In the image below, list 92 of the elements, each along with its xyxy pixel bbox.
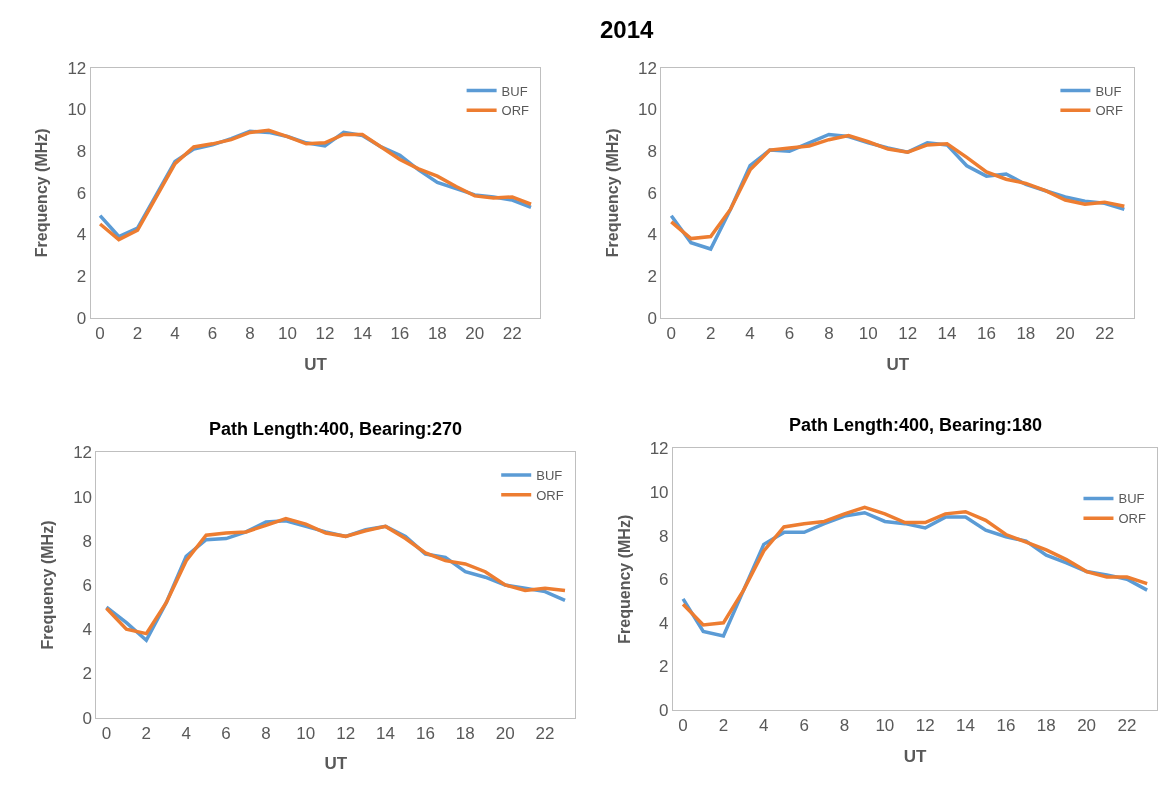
x-tick-label: 20 <box>1077 716 1097 736</box>
x-tick-label: 16 <box>976 324 996 344</box>
y-tick-label: 2 <box>82 664 93 684</box>
x-tick-label: 6 <box>799 716 809 736</box>
x-tick-label: 20 <box>495 724 515 744</box>
y-tick-label: 12 <box>73 443 93 463</box>
y-tick-label: 8 <box>76 142 87 162</box>
legend-label: BUF <box>1095 83 1122 99</box>
chart-title: 2014 <box>600 16 655 43</box>
x-axis-title: UT <box>304 354 328 374</box>
y-axis-title: Frequency (MHz) <box>615 514 633 644</box>
x-tick-label: 10 <box>858 324 878 344</box>
x-tick-label: 14 <box>937 324 957 344</box>
x-tick-label: 6 <box>221 724 231 744</box>
y-tick-label: 6 <box>647 183 658 203</box>
x-tick-label: 14 <box>956 716 976 736</box>
x-tick-label: 4 <box>170 324 180 344</box>
x-tick-label: 20 <box>465 324 485 344</box>
x-tick-label: 14 <box>352 324 372 344</box>
y-tick-label: 0 <box>76 308 87 328</box>
x-tick-label: 0 <box>101 724 112 744</box>
y-tick-label: 8 <box>659 526 669 546</box>
x-tick-label: 18 <box>455 724 475 744</box>
x-tick-label: 16 <box>390 324 410 344</box>
x-tick-label: 6 <box>207 324 218 344</box>
y-tick-label: 10 <box>638 100 658 120</box>
y-tick-label: 8 <box>82 531 93 551</box>
y-tick-label: 12 <box>67 58 87 78</box>
y-tick-label: 6 <box>659 570 669 590</box>
legend-label: ORF <box>536 487 564 503</box>
x-tick-label: 12 <box>336 724 356 744</box>
x-tick-label: 12 <box>898 324 918 344</box>
x-tick-label: 6 <box>784 324 795 344</box>
x-tick-label: 4 <box>745 324 755 344</box>
x-tick-label: 22 <box>535 724 555 744</box>
x-tick-label: 10 <box>296 724 316 744</box>
x-tick-label: 2 <box>718 716 729 736</box>
y-tick-label: 10 <box>649 483 669 503</box>
y-tick-label: 10 <box>67 100 87 120</box>
y-tick-label: 4 <box>82 620 93 640</box>
legend-label: ORF <box>1095 103 1123 119</box>
chart-title: Path Length:400, Bearing:180 <box>789 415 1043 435</box>
x-tick-label: 12 <box>315 324 335 344</box>
x-tick-label: 22 <box>1117 716 1137 736</box>
x-tick-label: 10 <box>277 324 297 344</box>
x-tick-label: 22 <box>502 324 522 344</box>
x-tick-label: 8 <box>261 724 271 744</box>
x-tick-label: 18 <box>1016 324 1036 344</box>
y-tick-label: 6 <box>82 575 93 595</box>
x-tick-label: 12 <box>915 716 935 736</box>
x-tick-label: 2 <box>141 724 152 744</box>
y-axis-title: Frequency (MHz) <box>604 128 622 258</box>
legend-label: ORF <box>501 103 530 119</box>
y-tick-label: 10 <box>73 487 93 507</box>
legend-label: BUF <box>536 468 563 484</box>
y-tick-label: 4 <box>659 613 669 633</box>
y-tick-label: 4 <box>647 225 658 245</box>
x-tick-label: 8 <box>824 324 834 344</box>
x-tick-label: 0 <box>678 716 688 736</box>
x-tick-label: 18 <box>427 324 447 344</box>
x-tick-label: 8 <box>245 324 255 344</box>
y-tick-label: 2 <box>76 267 87 287</box>
x-tick-label: 2 <box>705 324 716 344</box>
y-tick-label: 8 <box>647 142 658 162</box>
x-tick-label: 14 <box>376 724 396 744</box>
x-tick-label: 4 <box>181 724 191 744</box>
y-tick-label: 6 <box>76 183 87 203</box>
x-tick-label: 18 <box>1036 716 1056 736</box>
y-tick-label: 4 <box>76 225 87 245</box>
x-axis-title: UT <box>886 354 910 374</box>
legend-label: BUF <box>501 83 528 99</box>
x-tick-label: 16 <box>415 724 435 744</box>
chart-title: Path Length:400, Bearing:270 <box>209 419 463 439</box>
x-axis-title: UT <box>903 746 928 766</box>
y-tick-label: 12 <box>649 439 669 459</box>
x-tick-label: 16 <box>996 716 1016 736</box>
x-tick-label: 10 <box>875 716 895 736</box>
x-tick-label: 20 <box>1055 324 1075 344</box>
legend-label: BUF <box>1118 491 1145 507</box>
x-tick-label: 2 <box>132 324 143 344</box>
x-tick-label: 4 <box>759 716 769 736</box>
y-tick-label: 0 <box>647 308 658 328</box>
x-tick-label: 22 <box>1095 324 1115 344</box>
y-tick-label: 0 <box>659 700 669 720</box>
y-tick-label: 12 <box>638 58 658 78</box>
y-axis-title: Frequency (MHz) <box>39 520 57 650</box>
y-tick-label: 2 <box>659 657 669 677</box>
legend-label: ORF <box>1118 511 1146 527</box>
y-axis-title: Frequency (MHz) <box>33 128 51 258</box>
x-axis-title: UT <box>324 754 348 774</box>
x-tick-label: 8 <box>839 716 850 736</box>
y-tick-label: 2 <box>647 267 658 287</box>
